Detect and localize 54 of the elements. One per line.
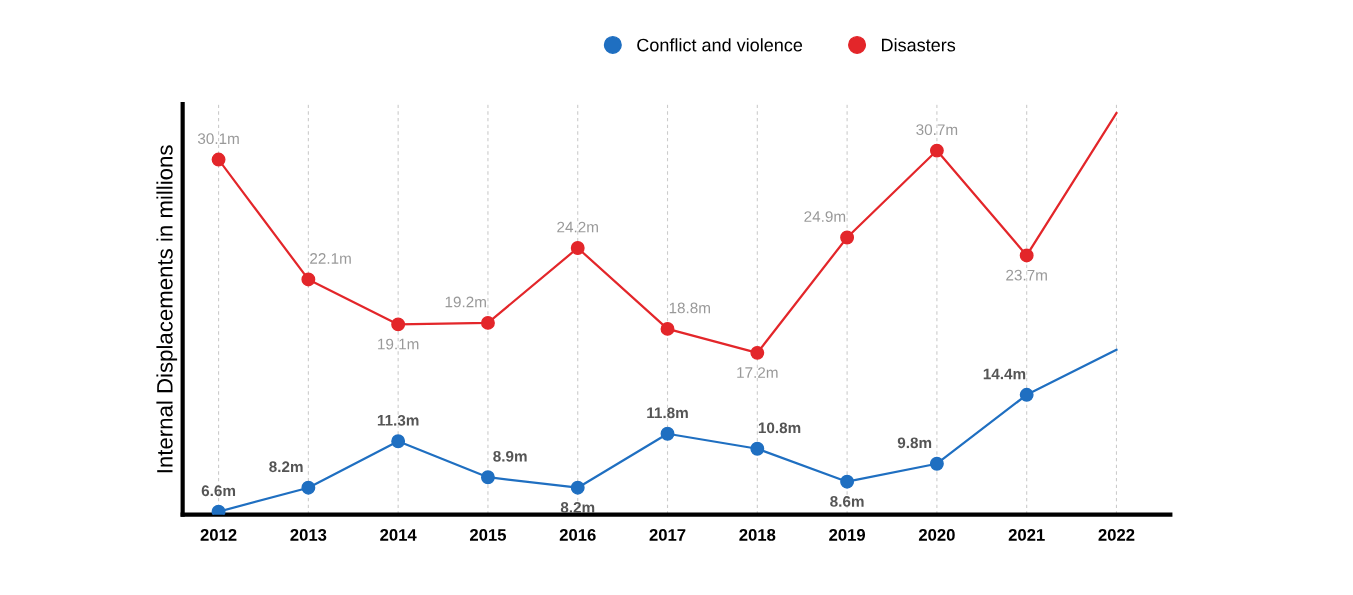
data-label: 30.7m bbox=[916, 124, 958, 136]
data-label: 8.6m bbox=[830, 496, 864, 507]
data-label: 8.9m bbox=[493, 450, 527, 462]
x-tick-label: 2014 bbox=[380, 529, 417, 541]
point bbox=[391, 434, 406, 449]
point bbox=[570, 241, 585, 255]
point bbox=[391, 317, 406, 332]
x-tick-label: 2013 bbox=[290, 529, 327, 541]
data-label: 23.7m bbox=[1006, 269, 1047, 281]
point bbox=[929, 143, 944, 158]
point bbox=[750, 441, 765, 456]
data-label: 22.1m bbox=[310, 253, 351, 264]
data-label: 11.8m bbox=[647, 407, 688, 419]
point bbox=[480, 315, 495, 330]
data-label: 24.2m bbox=[557, 221, 598, 233]
point bbox=[211, 504, 226, 515]
x-tick-label: 2017 bbox=[649, 529, 686, 541]
point bbox=[301, 480, 316, 495]
point bbox=[840, 474, 855, 489]
data-label: 8.2m bbox=[560, 502, 595, 513]
x-tick-label: 2018 bbox=[739, 529, 776, 541]
x-tick-label: 2012 bbox=[200, 529, 237, 541]
point bbox=[660, 321, 675, 336]
point bbox=[929, 456, 944, 471]
legend-label: Conflict and violence bbox=[637, 38, 803, 52]
point bbox=[660, 426, 675, 441]
data-label: 14.4m bbox=[983, 368, 1026, 380]
legend-label: Disasters bbox=[882, 38, 956, 52]
data-label: 19.2m bbox=[445, 296, 486, 308]
x-tick-label: 2022 bbox=[1098, 529, 1135, 541]
x-tick-label: 2021 bbox=[1008, 529, 1045, 541]
point bbox=[211, 152, 226, 167]
point bbox=[1019, 387, 1034, 402]
x-tick-label: 2016 bbox=[559, 529, 596, 541]
point bbox=[1019, 248, 1034, 263]
data-label: 6.6m bbox=[201, 485, 236, 497]
data-label: 11.3m bbox=[377, 414, 419, 426]
data-label: 19.1m bbox=[378, 338, 419, 350]
data-label: 18.8m bbox=[669, 302, 710, 314]
point bbox=[480, 470, 495, 485]
data-label: 10.8m bbox=[758, 422, 801, 434]
data-label: 24.9m bbox=[804, 211, 846, 222]
point bbox=[570, 480, 585, 495]
data-label: 8.2m bbox=[269, 461, 303, 473]
point bbox=[840, 230, 855, 245]
y-axis-title: Internal Displacements in millions bbox=[156, 145, 178, 473]
data-label: 9.8m bbox=[897, 437, 932, 449]
point bbox=[301, 272, 316, 287]
x-tick-label: 2019 bbox=[829, 529, 866, 541]
x-tick-label: 2015 bbox=[469, 529, 507, 541]
data-label: 17.2m bbox=[737, 367, 778, 378]
point bbox=[750, 345, 765, 360]
x-tick-label: 2020 bbox=[918, 529, 955, 541]
data-label: 30.1m bbox=[197, 133, 239, 145]
